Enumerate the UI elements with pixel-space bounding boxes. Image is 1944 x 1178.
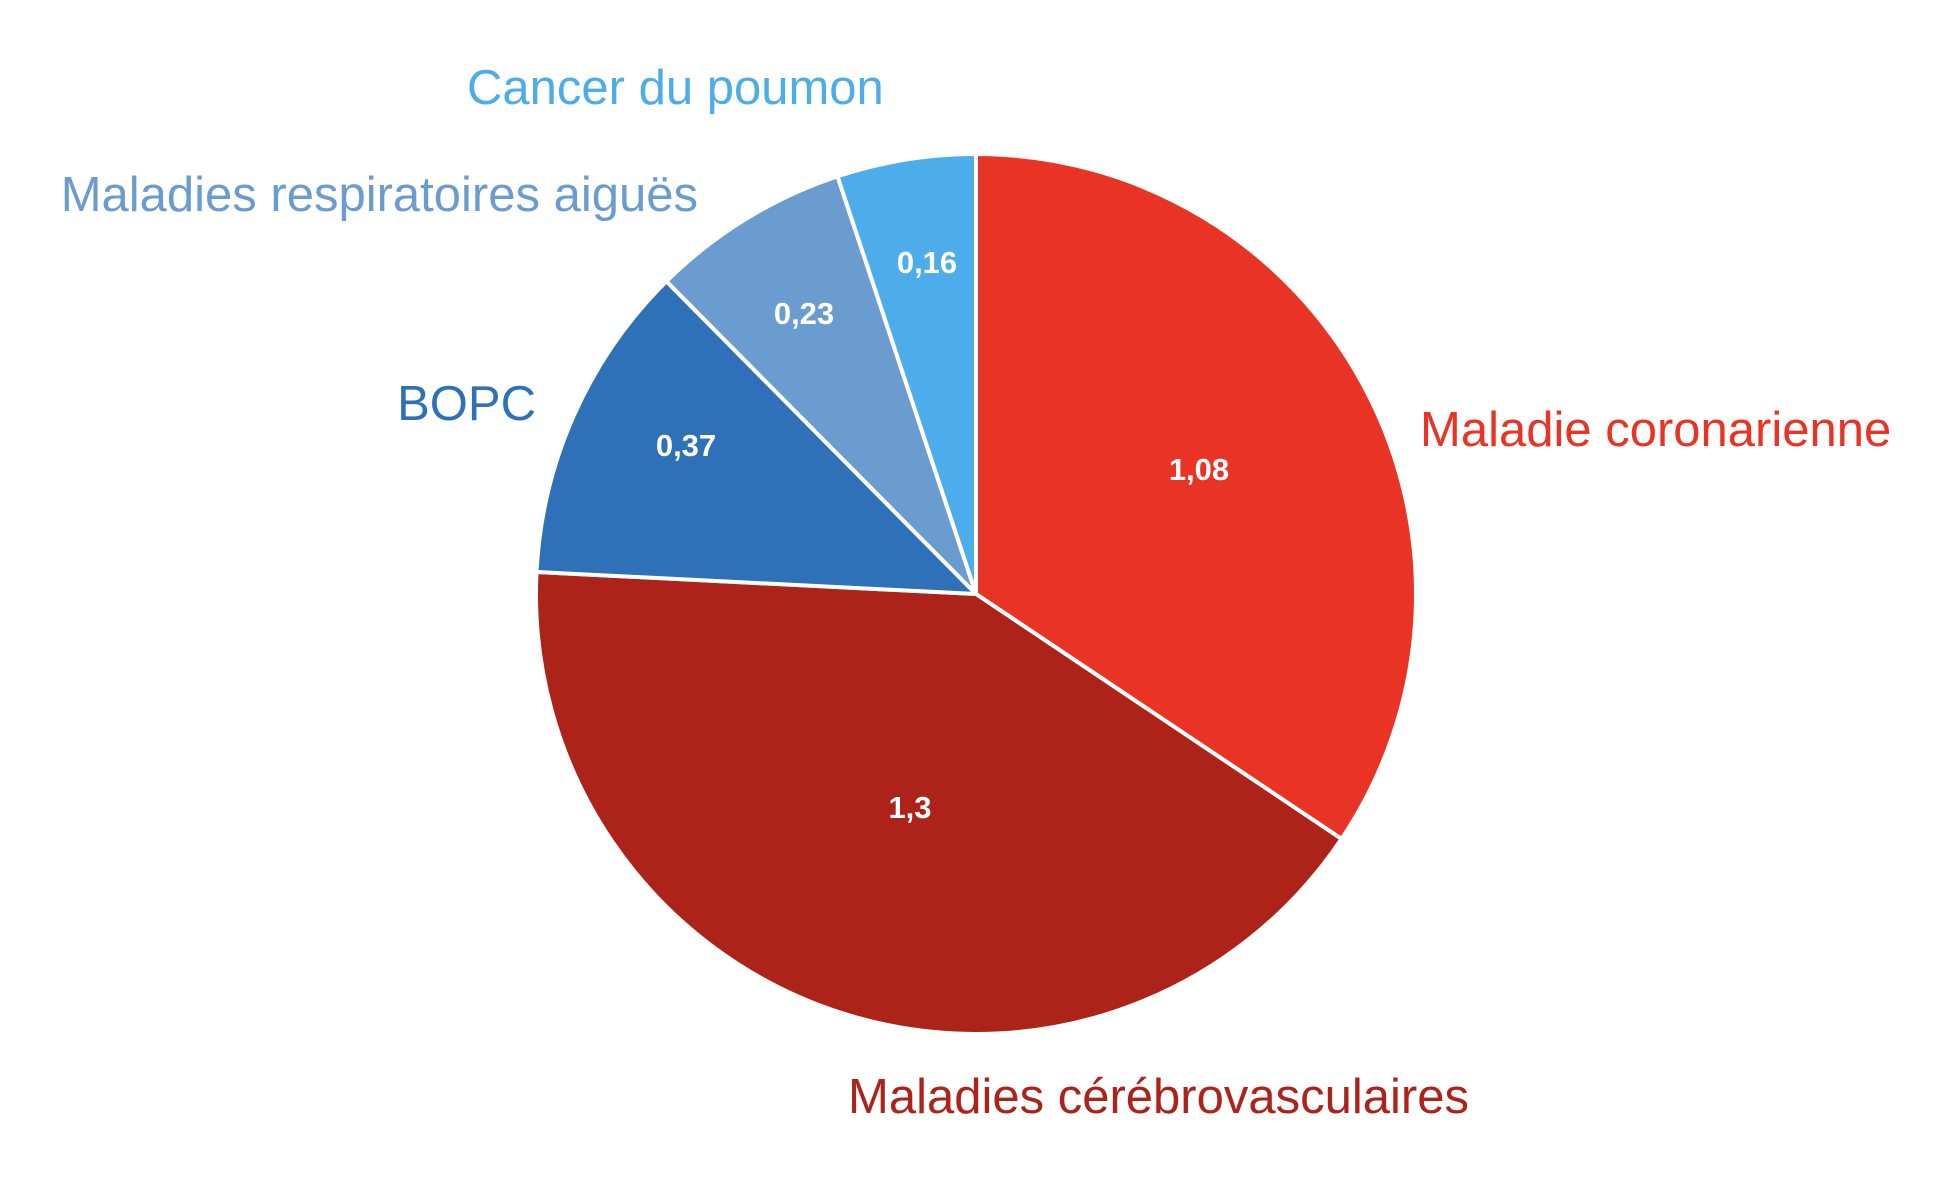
value-label-maladies-respiratoires-aigues: 0,23 <box>774 296 834 331</box>
value-label-maladies-cerebrovasculaires: 1,3 <box>888 790 931 825</box>
slice-cancer-du-poumon <box>835 152 978 596</box>
pie-category-labels: Maladie coronarienne Maladies cérébrovas… <box>61 61 1892 1124</box>
value-label-maladie-coronarienne: 1,08 <box>1169 452 1229 487</box>
category-label-maladie-coronarienne: Maladie coronarienne <box>1420 403 1891 457</box>
value-label-cancer-du-poumon: 0,16 <box>897 245 957 280</box>
category-label-cancer-du-poumon: Cancer du poumon <box>467 61 884 115</box>
slice-maladies-cerebrovasculaires <box>534 570 1344 1036</box>
category-label-maladies-cerebrovasculaires: Maladies cérébrovasculaires <box>848 1070 1469 1124</box>
pie-value-labels: 1,08 1,3 0,37 0,23 0,16 <box>656 245 1229 825</box>
value-label-bopc: 0,37 <box>656 428 716 463</box>
slice-maladies-respiratoires-aigues <box>664 174 978 596</box>
pie-slices <box>534 152 1419 1036</box>
category-label-maladies-respiratoires-aigues: Maladies respiratoires aiguës <box>61 168 698 222</box>
category-label-bopc: BOPC <box>397 377 536 431</box>
slice-bopc <box>534 279 978 596</box>
